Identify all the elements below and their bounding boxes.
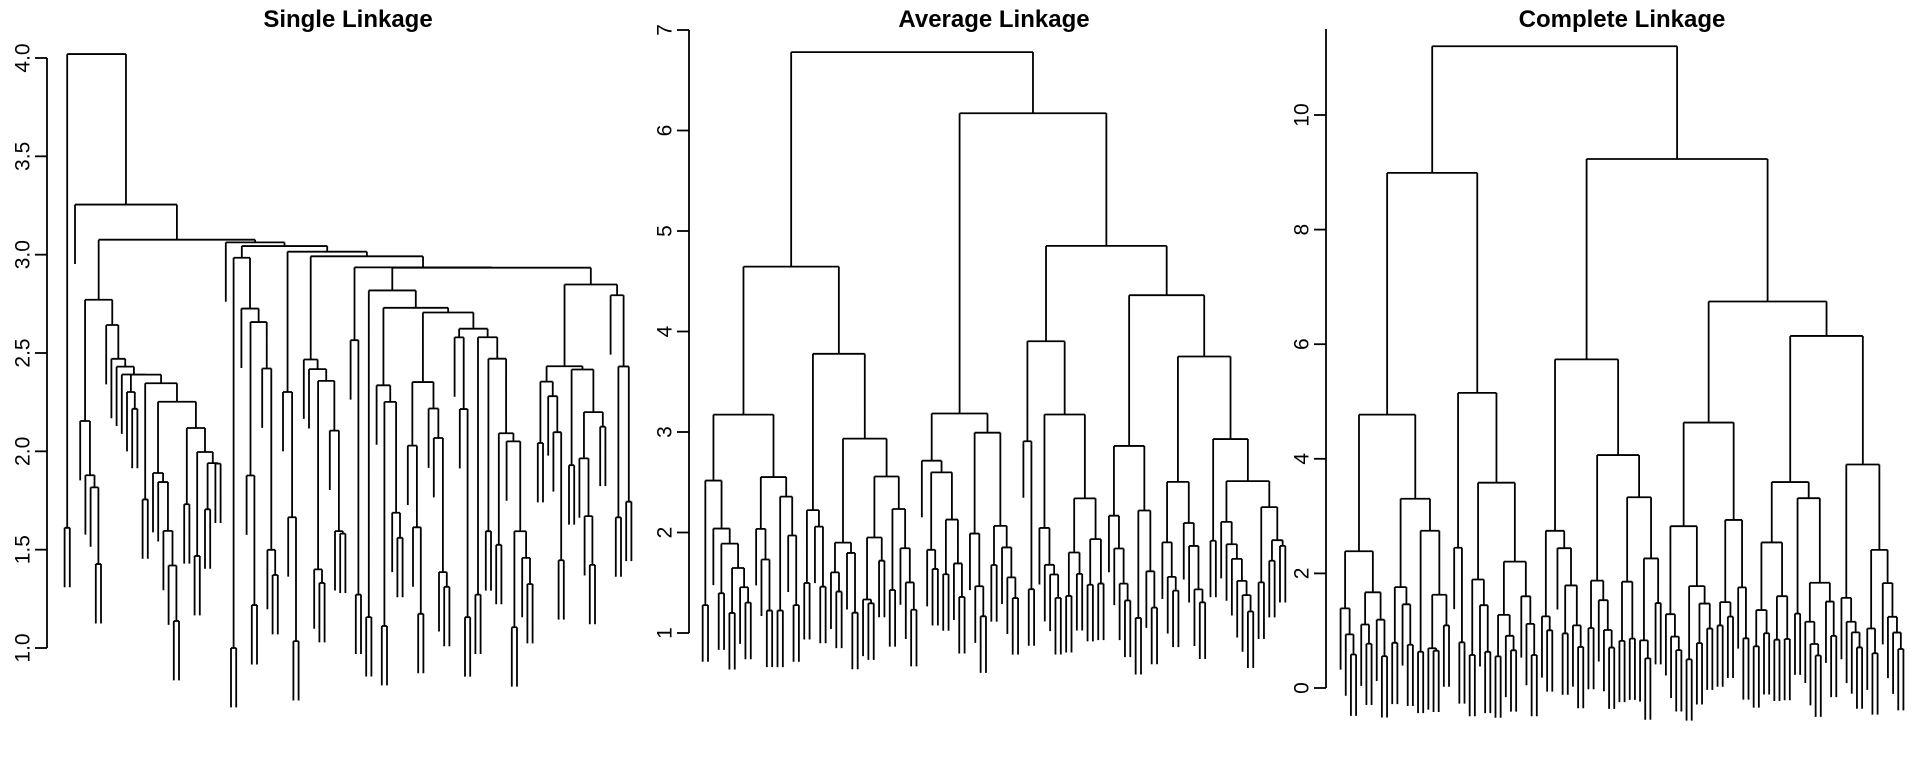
panel-average-linkage: 1 2 3 4 5 6 7 [654,24,1287,675]
dendrogram-tree [701,51,1287,675]
y-axis [1314,29,1327,689]
y-axis-tick-label: 3.0 [12,240,35,269]
y-axis-tick-label: 8 [1291,224,1314,236]
y-axis-tick-label: 3 [654,426,677,438]
dendrogram-tree [1339,45,1905,721]
dendrogram-tree [63,53,633,708]
y-axis-tick-label: 2 [1291,568,1314,580]
y-axis-tick-label: 10 [1291,103,1314,126]
panel-complete-linkage: 0 2 4 6 8 10 [1291,29,1905,721]
y-axis-tick-label: 1.5 [12,535,35,564]
y-axis-tick-label: 2.0 [12,437,35,466]
y-axis-tick-label: 3.5 [12,142,35,171]
y-axis-tick-label: 4 [1291,453,1314,465]
y-axis-tick-label: 5 [654,225,677,237]
y-axis [35,57,48,649]
panel-title-single-linkage: Single Linkage [263,6,433,33]
panel-title-complete-linkage: Complete Linkage [1518,6,1726,33]
y-axis-tick-label: 6 [654,125,677,137]
panel-single-linkage: 1.0 1.5 2.0 2.5 3.0 3.5 4.0 [12,43,633,708]
y-axis-tick-label: 7 [654,24,677,36]
y-axis [677,29,690,634]
y-axis-tick-label: 2.5 [12,338,35,367]
y-axis-tick-label: 4.0 [12,43,35,72]
y-axis-tick-label: 1 [654,627,677,639]
y-axis-tick-label: 1.0 [12,633,35,662]
y-axis-tick-label: 4 [654,325,677,337]
y-axis-tick-label: 0 [1291,682,1314,694]
panel-title-average-linkage: Average Linkage [898,6,1090,33]
y-axis-tick-label: 6 [1291,338,1314,350]
y-axis-tick-label: 2 [654,527,677,539]
